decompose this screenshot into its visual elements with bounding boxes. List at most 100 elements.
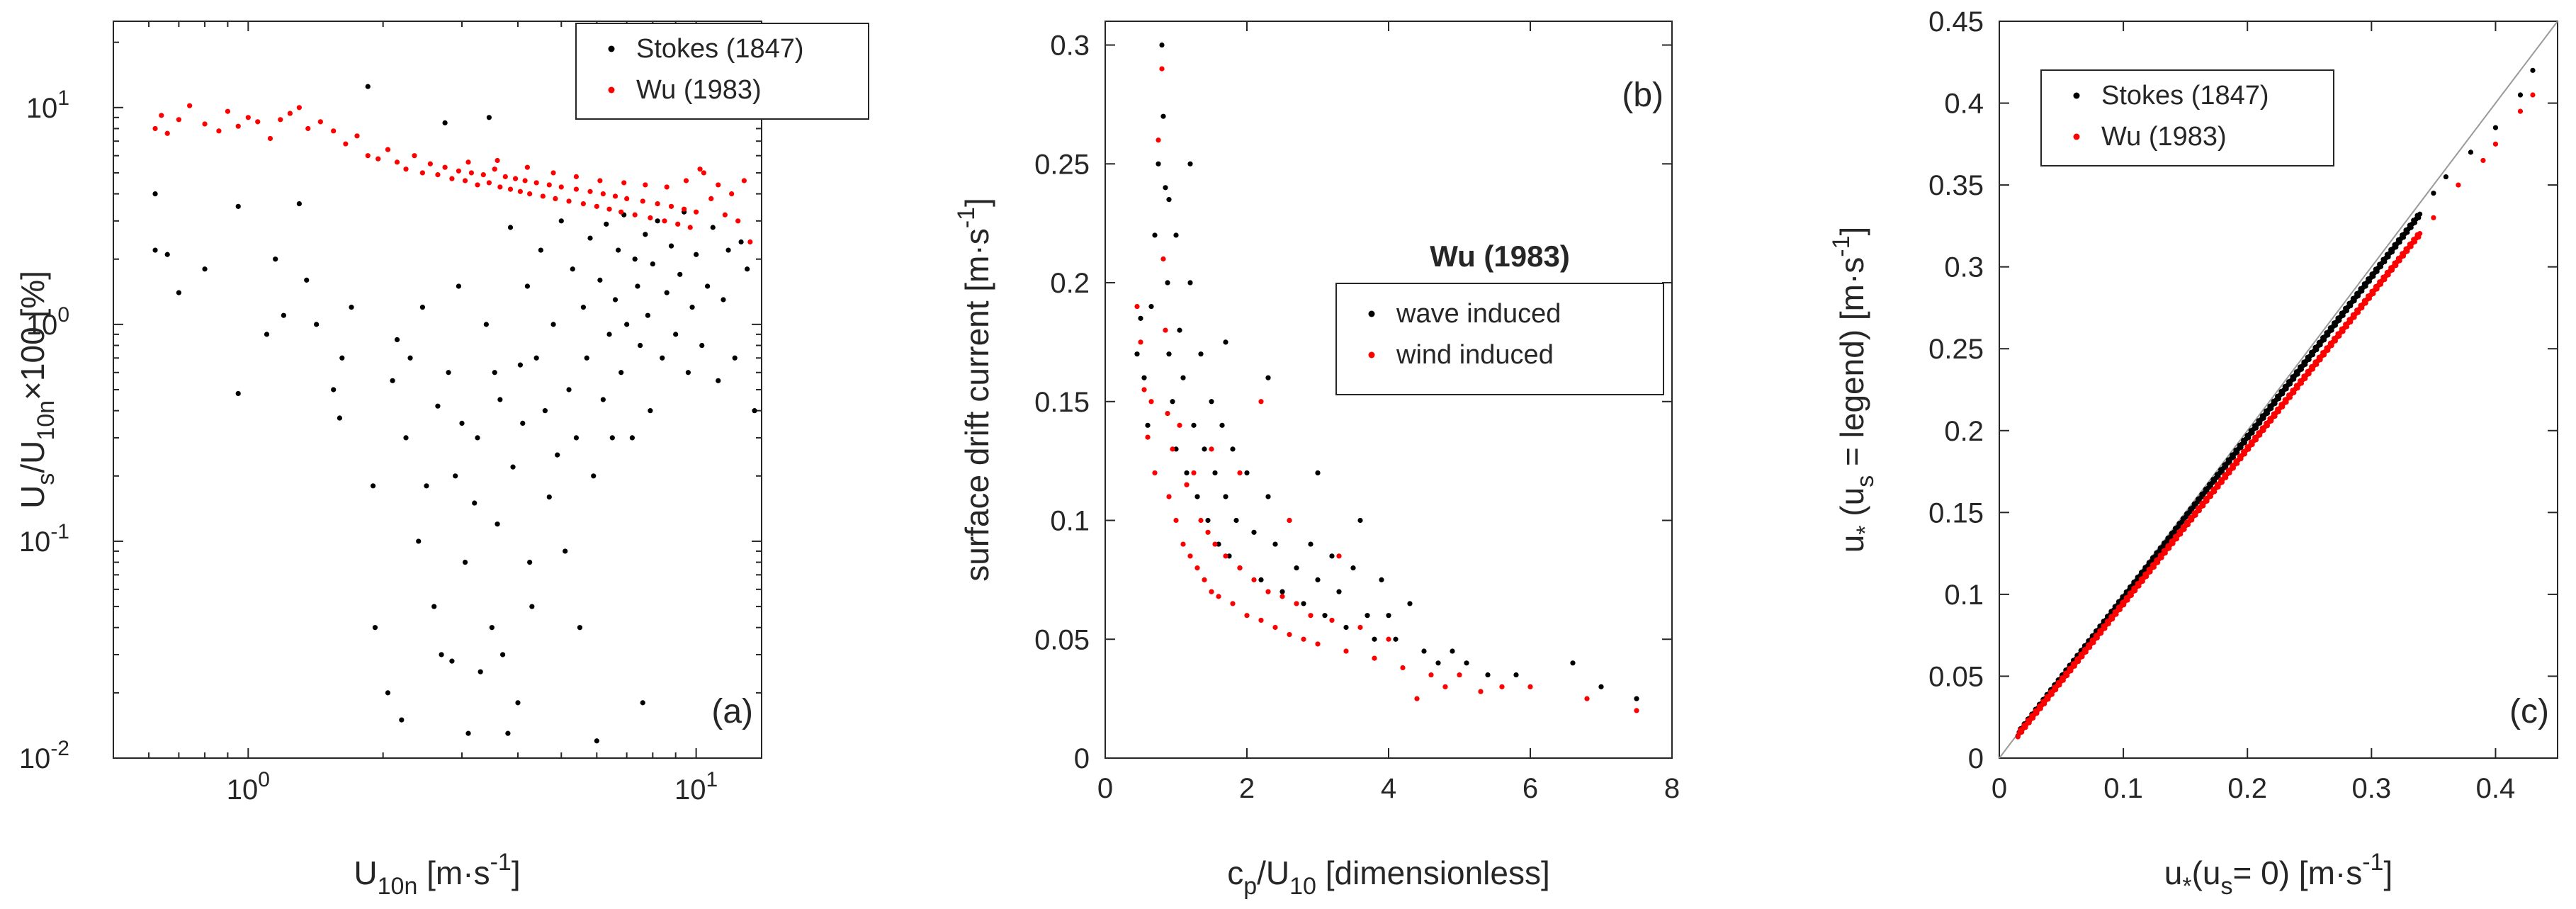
data-point — [2530, 92, 2536, 98]
data-point — [1233, 517, 1239, 524]
data-point — [1450, 648, 1455, 654]
x-tick-label: 0.2 — [2227, 773, 2267, 804]
data-point — [542, 408, 548, 414]
data-point — [296, 201, 302, 207]
x-axis-label: U10n [m·s-1] — [354, 849, 520, 900]
data-point — [1485, 672, 1491, 678]
data-point — [1584, 696, 1590, 701]
legend-label: Stokes (1847) — [636, 34, 804, 64]
data-point — [1244, 613, 1250, 619]
data-point — [1237, 470, 1243, 476]
data-point — [618, 370, 624, 376]
data-point — [1202, 577, 1207, 582]
data-point — [343, 141, 349, 147]
y-axis-label: surface drift current [m·s-1] — [953, 198, 995, 581]
data-point — [533, 180, 539, 186]
legend-label: Wu (1983) — [2101, 122, 2227, 152]
data-point — [365, 84, 371, 89]
x-tick-label: 0 — [1992, 773, 2007, 804]
data-point — [600, 397, 606, 402]
data-point — [632, 212, 638, 218]
data-point — [375, 156, 381, 162]
data-point — [1287, 517, 1292, 524]
data-point — [419, 170, 425, 176]
data-point — [1191, 422, 1197, 428]
data-point — [1138, 339, 1143, 345]
data-point — [1634, 696, 1639, 701]
data-point — [550, 322, 556, 327]
data-point — [752, 408, 757, 414]
data-point — [1223, 494, 1228, 499]
data-point — [1184, 470, 1190, 476]
data-point — [449, 176, 455, 181]
data-point — [2417, 231, 2423, 237]
data-point — [304, 277, 310, 283]
data-point — [1145, 422, 1151, 428]
data-point — [699, 342, 705, 349]
series-1 — [1134, 42, 1639, 701]
data-point — [2417, 211, 2423, 217]
x-tick-label: 0 — [1097, 773, 1113, 804]
data-point — [264, 332, 270, 337]
data-point — [1435, 660, 1441, 666]
data-point — [694, 252, 699, 257]
data-point — [640, 198, 645, 204]
data-point — [643, 182, 648, 188]
legend: Wu (1983) wave induced wind induced — [1335, 239, 1664, 395]
data-point — [495, 521, 500, 527]
data-point — [462, 178, 468, 184]
data-point — [517, 362, 524, 368]
data-point — [1209, 589, 1214, 594]
panel-c: 0 0.1 0.2 0.3 0.4 0 0.05 0.1 0.15 0.2 0.25 0.3 0.35 0… — [1828, 6, 2558, 900]
data-point — [431, 604, 437, 609]
data-point — [546, 182, 552, 188]
legend-marker — [1368, 310, 1375, 317]
data-point — [2492, 125, 2499, 130]
data-point — [465, 730, 471, 736]
data-point — [1329, 553, 1335, 559]
data-point — [1407, 601, 1413, 606]
data-point — [520, 420, 526, 427]
data-point — [1258, 617, 1264, 623]
data-point — [2517, 92, 2524, 98]
data-point — [538, 247, 543, 253]
data-point — [2456, 182, 2461, 188]
data-point — [273, 256, 278, 262]
data-point — [697, 166, 703, 172]
data-point — [1421, 648, 1427, 654]
data-point — [594, 203, 599, 209]
data-point — [1198, 351, 1204, 357]
data-point — [584, 355, 589, 361]
data-point — [517, 188, 524, 194]
data-point — [2431, 215, 2436, 220]
y-tick-label: 101 — [26, 86, 69, 124]
data-point — [370, 483, 376, 489]
data-point — [716, 182, 721, 188]
panel-label: (a) — [711, 693, 753, 730]
data-point — [645, 312, 650, 318]
data-point — [1187, 161, 1193, 166]
data-point — [1194, 565, 1200, 571]
data-point — [527, 191, 533, 197]
data-point — [606, 332, 612, 337]
series-2 — [152, 103, 753, 245]
data-point — [1209, 399, 1214, 405]
data-point — [314, 322, 320, 327]
data-point — [1166, 494, 1172, 499]
data-point — [287, 111, 293, 116]
y-tick-label: 0.3 — [1944, 252, 1984, 283]
data-point — [1372, 655, 1377, 661]
data-point — [587, 235, 593, 241]
data-point — [1184, 482, 1190, 487]
data-point — [1223, 553, 1228, 559]
data-point — [152, 191, 158, 197]
x-tick-label: 6 — [1523, 773, 1538, 804]
data-point — [278, 117, 283, 123]
data-point — [597, 277, 603, 283]
data-point — [305, 125, 311, 132]
data-point — [1226, 553, 1232, 559]
legend-marker — [2073, 92, 2080, 99]
data-point — [540, 193, 546, 199]
data-point — [281, 312, 286, 318]
y-tick-label: 0 — [1074, 743, 1090, 774]
